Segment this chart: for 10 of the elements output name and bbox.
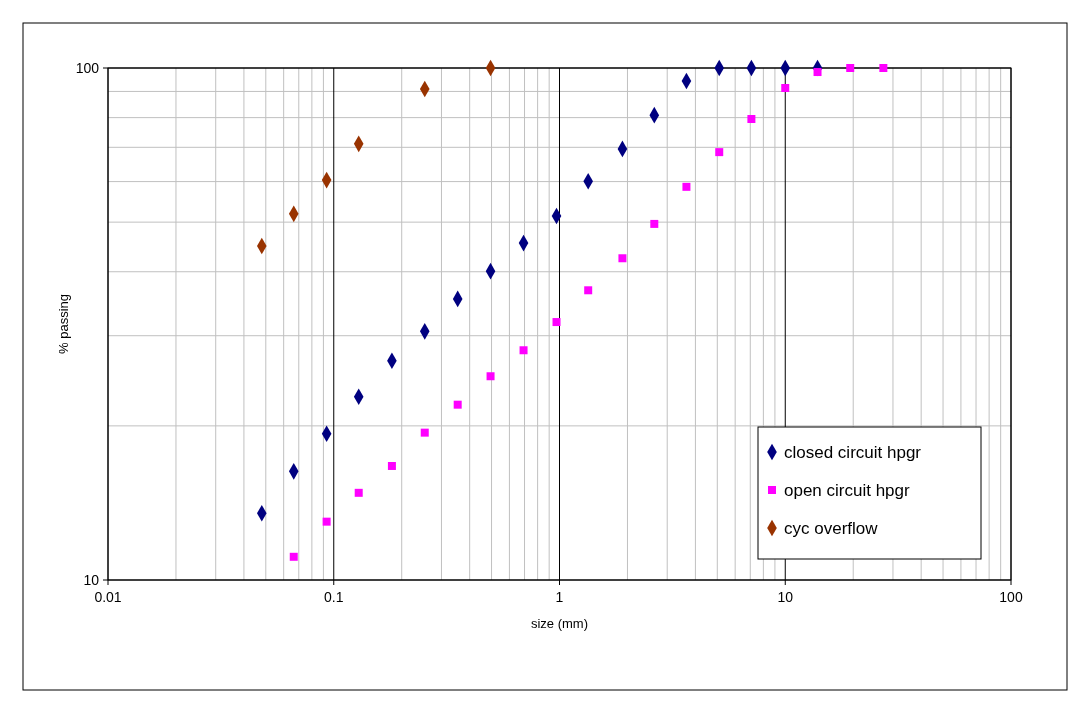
x-tick-label: 0.1 xyxy=(324,589,344,605)
x-tick-label: 100 xyxy=(999,589,1023,605)
legend-label: cyc overflow xyxy=(784,519,879,538)
x-axis-title: size (mm) xyxy=(530,616,589,631)
x-tick-label: 0.01 xyxy=(94,589,122,605)
y-axis-title: % passing xyxy=(56,294,71,354)
legend-label: closed circuit hpgr xyxy=(784,443,922,462)
legend-label: open circuit hpgr xyxy=(784,481,911,500)
x-tick-label: 1 xyxy=(555,589,564,605)
x-tick-label: 10 xyxy=(777,589,794,605)
